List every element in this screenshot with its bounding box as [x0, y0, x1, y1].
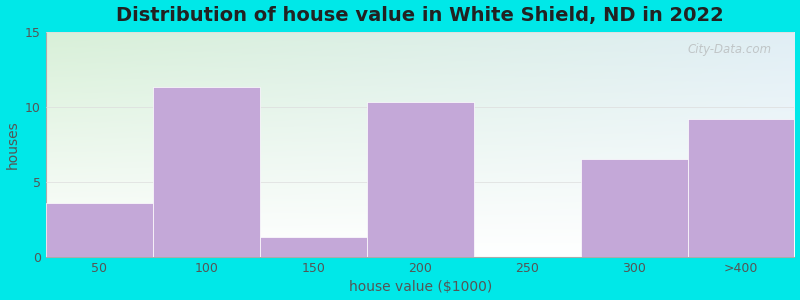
X-axis label: house value ($1000): house value ($1000)	[349, 280, 492, 294]
Y-axis label: houses: houses	[6, 120, 19, 169]
Bar	[581, 159, 687, 257]
Bar	[260, 238, 366, 257]
Bar	[687, 119, 794, 257]
Text: City-Data.com: City-Data.com	[688, 43, 772, 56]
Title: Distribution of house value in White Shield, ND in 2022: Distribution of house value in White Shi…	[116, 6, 724, 25]
Bar	[153, 87, 260, 257]
Bar	[46, 203, 153, 257]
Bar	[366, 102, 474, 257]
